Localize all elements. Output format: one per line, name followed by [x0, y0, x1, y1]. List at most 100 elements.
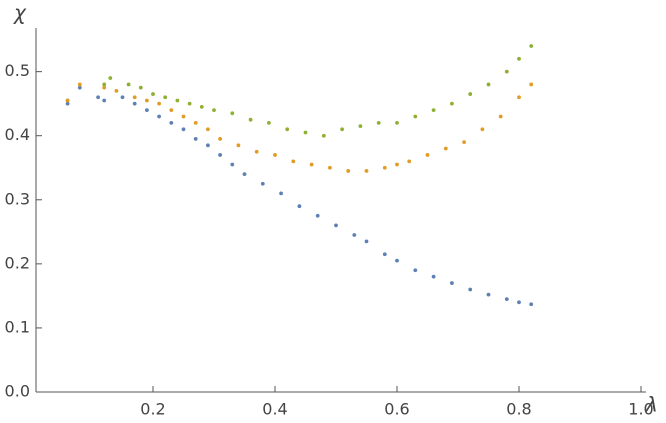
point: [413, 268, 418, 273]
point: [181, 127, 186, 132]
point: [407, 159, 412, 164]
point: [242, 172, 247, 177]
point: [157, 101, 162, 106]
point: [230, 111, 235, 116]
point: [151, 92, 155, 96]
point: [175, 98, 180, 103]
point: [334, 223, 338, 228]
point: [468, 287, 473, 292]
point: [260, 181, 265, 186]
point: [517, 56, 521, 61]
point: [157, 114, 162, 119]
point: [529, 82, 534, 87]
point: [382, 165, 387, 170]
point: [169, 108, 174, 112]
point: [443, 146, 448, 151]
point: [114, 88, 119, 93]
point: [132, 95, 137, 100]
point: [65, 98, 70, 103]
point: [108, 76, 113, 80]
point: [395, 258, 399, 263]
point: [248, 117, 253, 122]
point: [285, 127, 290, 132]
point: [279, 191, 283, 196]
point: [218, 137, 223, 141]
point: [181, 114, 186, 119]
point: [529, 44, 534, 48]
point: [376, 121, 381, 125]
x-tick-label: 0.2: [140, 400, 165, 419]
y-tick-label: 0.0: [5, 382, 30, 401]
y-tick-label: 0.3: [5, 189, 30, 208]
point: [529, 302, 534, 307]
point: [321, 133, 326, 138]
point: [254, 149, 259, 154]
x-tick-label: 0.8: [506, 400, 531, 419]
point: [303, 130, 308, 135]
point: [120, 95, 125, 100]
point: [199, 104, 204, 109]
point: [218, 153, 223, 157]
point: [364, 239, 369, 244]
point: [65, 101, 70, 106]
y-tick-label: 0.2: [5, 253, 30, 272]
point: [291, 159, 296, 164]
point: [212, 108, 216, 112]
point: [364, 169, 369, 173]
y-tick-label: 0.1: [5, 317, 30, 336]
point: [309, 162, 314, 167]
point: [187, 101, 192, 106]
x-tick-label: 0.4: [262, 400, 287, 419]
x-tick-label: 1.0: [628, 400, 653, 419]
point: [395, 121, 399, 125]
point: [395, 162, 399, 167]
point: [425, 153, 430, 157]
point: [102, 85, 107, 90]
point: [102, 82, 107, 87]
point: [169, 121, 174, 125]
point: [273, 153, 277, 157]
point: [77, 82, 82, 87]
x-tick-label: 0.6: [384, 400, 409, 419]
point: [145, 108, 149, 112]
x-axis-label: λ: [645, 393, 658, 417]
point: [462, 140, 466, 145]
point: [413, 114, 418, 119]
point: [450, 281, 454, 285]
point: [358, 124, 363, 129]
point: [504, 297, 509, 301]
point: [498, 114, 503, 119]
point: [77, 85, 82, 90]
point: [382, 252, 387, 257]
point: [486, 292, 491, 297]
point: [328, 165, 332, 170]
point: [431, 108, 436, 112]
point: [297, 204, 302, 209]
point: [230, 162, 235, 167]
point: [206, 143, 210, 148]
point: [206, 127, 210, 132]
y-axis-label: χ: [13, 1, 27, 25]
point: [132, 101, 137, 106]
point: [315, 213, 320, 218]
point: [431, 274, 436, 279]
point: [193, 121, 198, 125]
point: [96, 95, 100, 100]
y-tick-label: 0.4: [5, 125, 30, 144]
point: [346, 169, 351, 173]
point: [450, 101, 454, 106]
point: [102, 98, 107, 103]
point: [193, 137, 198, 141]
point: [352, 233, 357, 237]
point: [517, 95, 521, 100]
point: [517, 300, 521, 305]
point: [504, 69, 509, 74]
point: [480, 127, 485, 132]
y-tick-label: 0.5: [5, 61, 30, 80]
point: [126, 82, 131, 87]
point: [163, 95, 168, 100]
point: [145, 98, 149, 103]
point: [267, 121, 271, 125]
point: [468, 92, 473, 96]
